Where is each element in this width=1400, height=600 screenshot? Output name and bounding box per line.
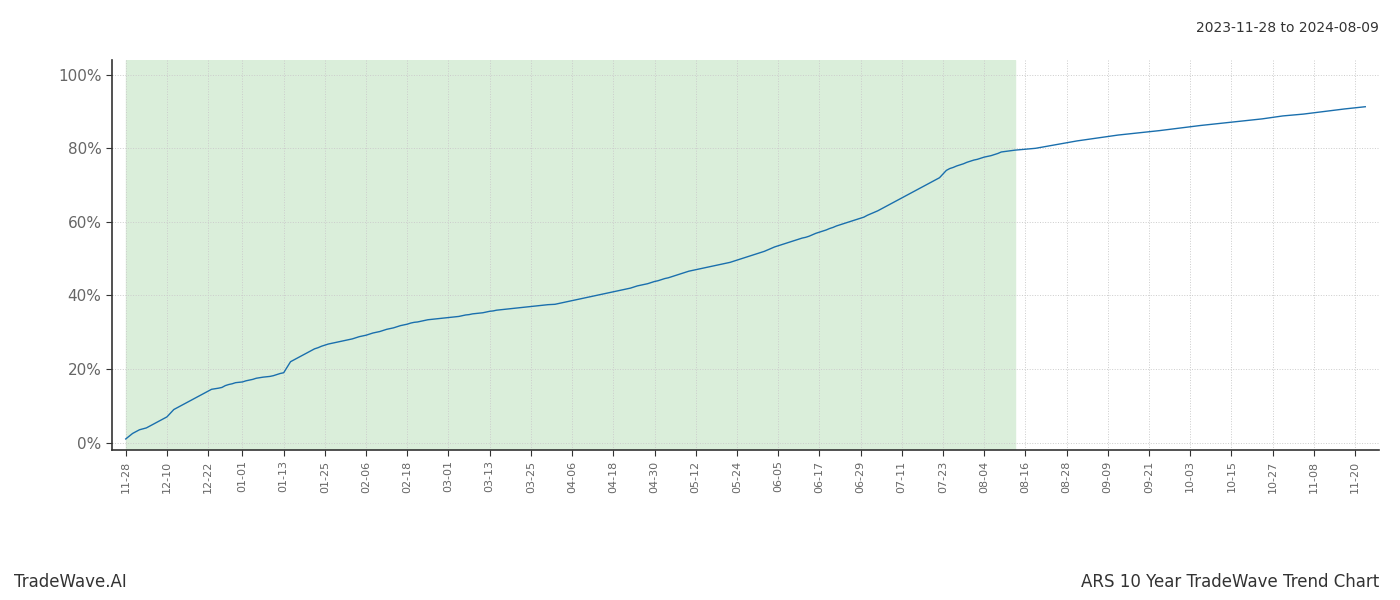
Bar: [126, 60, 1015, 450]
Text: TradeWave.AI: TradeWave.AI: [14, 573, 127, 591]
Text: ARS 10 Year TradeWave Trend Chart: ARS 10 Year TradeWave Trend Chart: [1081, 573, 1379, 591]
Text: 2023-11-28 to 2024-08-09: 2023-11-28 to 2024-08-09: [1196, 21, 1379, 35]
